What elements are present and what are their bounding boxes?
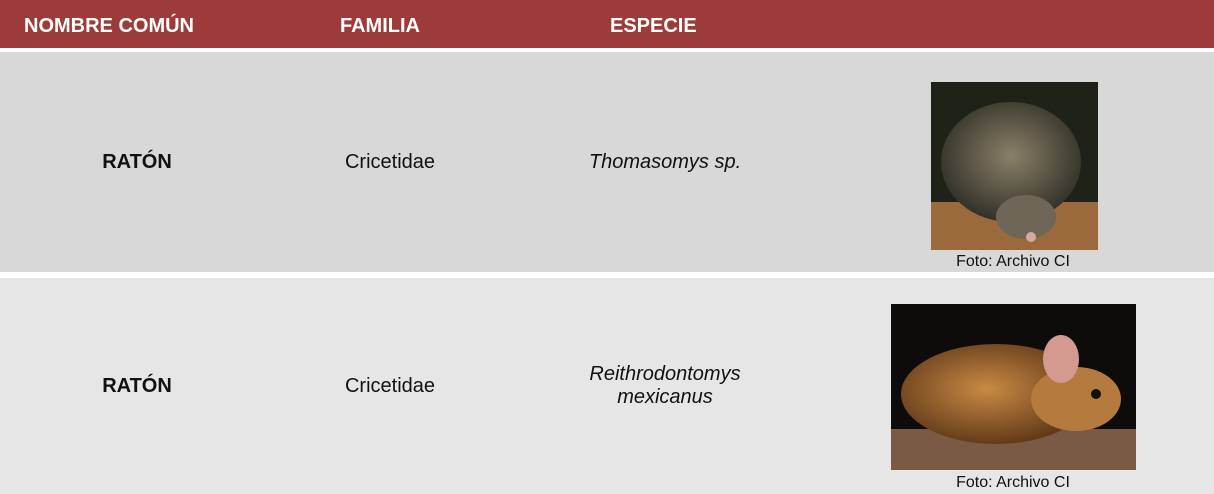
photo-caption: Foto: Archivo CI bbox=[956, 474, 1070, 491]
common-name: RATÓN bbox=[102, 374, 172, 397]
header-bar bbox=[0, 0, 1214, 48]
family: Cricetidae bbox=[344, 150, 436, 173]
species: Reithrodontomys mexicanus bbox=[589, 363, 741, 408]
species: Thomasomys sp. bbox=[588, 150, 742, 173]
photo bbox=[891, 304, 1136, 470]
family: Cricetidae bbox=[344, 374, 436, 397]
header-cell: ESPECIE bbox=[610, 15, 697, 37]
header-cell: FAMILIA bbox=[340, 15, 420, 37]
header-cell: NOMBRE COMÚN bbox=[24, 15, 194, 37]
photo bbox=[931, 82, 1098, 250]
common-name: RATÓN bbox=[102, 150, 172, 173]
photo-caption: Foto: Archivo CI bbox=[956, 253, 1070, 270]
